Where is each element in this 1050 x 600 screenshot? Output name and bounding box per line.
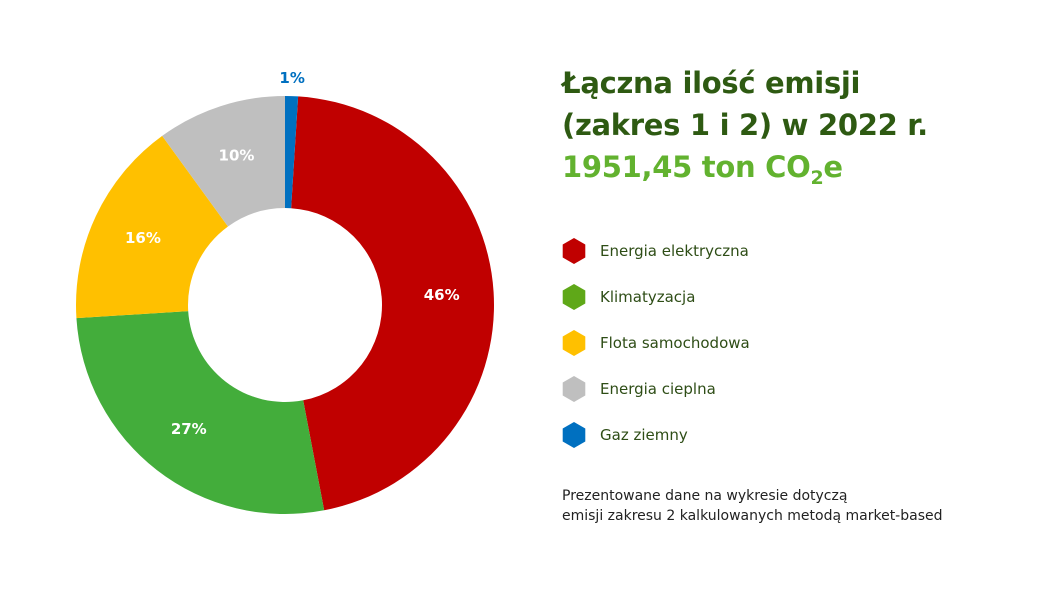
hexagon-icon bbox=[562, 376, 586, 402]
hexagon-icon bbox=[562, 330, 586, 356]
total-suffix: e bbox=[823, 150, 843, 184]
total-value: 1951,45 ton CO bbox=[562, 150, 811, 184]
total-subscript: 2 bbox=[810, 167, 824, 189]
slice-gaz-ziemny bbox=[285, 96, 299, 209]
slice-label-klimatyzacja: 27% bbox=[171, 420, 207, 438]
legend-swatch bbox=[562, 376, 586, 402]
hexagon-icon bbox=[562, 238, 586, 264]
slice-flota-samochodowa bbox=[76, 135, 228, 319]
legend-swatch bbox=[562, 422, 586, 448]
footnote-line-2: emisji zakresu 2 kalkulowanych metodą ma… bbox=[562, 508, 943, 524]
hexagon-icon bbox=[562, 284, 586, 310]
chart-title: Łączna ilość emisji (zakres 1 i 2) w 202… bbox=[562, 62, 928, 188]
legend-item-klimatyzacja: Klimatyzacja bbox=[560, 274, 750, 320]
hexagon-icon bbox=[562, 422, 586, 448]
title-line-1: Łączna ilość emisji bbox=[562, 66, 861, 100]
slice-label-gaz-ziemny: 1% bbox=[279, 69, 304, 87]
legend-label: Energia cieplna bbox=[600, 380, 716, 398]
slice-label-energia-elektryczna: 46% bbox=[424, 286, 460, 304]
slice-energia-cieplna bbox=[162, 96, 285, 227]
title-line-2: (zakres 1 i 2) w 2022 r. bbox=[562, 108, 928, 142]
legend-swatch bbox=[562, 238, 586, 264]
slice-label-flota-samochodowa: 16% bbox=[125, 229, 161, 247]
total-emissions: 1951,45 ton CO2e bbox=[562, 146, 928, 188]
legend-item-energia-cieplna: Energia cieplna bbox=[560, 366, 750, 412]
legend-item-flota-samochodowa: Flota samochodowa bbox=[560, 320, 750, 366]
footnote: Prezentowane dane na wykresie dotyczą em… bbox=[562, 486, 943, 526]
slice-energia-elektryczna bbox=[291, 96, 494, 511]
legend-swatch bbox=[562, 330, 586, 356]
legend-item-gaz-ziemny: Gaz ziemny bbox=[560, 412, 750, 458]
legend-label: Energia elektryczna bbox=[600, 242, 749, 260]
slice-klimatyzacja bbox=[76, 311, 325, 514]
legend-label: Klimatyzacja bbox=[600, 288, 696, 306]
donut-chart: 46% 27% 16% 10% 1% bbox=[76, 69, 494, 514]
slice-label-energia-cieplna: 10% bbox=[219, 147, 255, 165]
legend-swatch bbox=[562, 284, 586, 310]
legend-label: Gaz ziemny bbox=[600, 426, 688, 444]
footnote-line-1: Prezentowane dane na wykresie dotyczą bbox=[562, 488, 848, 504]
legend-label: Flota samochodowa bbox=[600, 334, 750, 352]
legend-item-energia-elektryczna: Energia elektryczna bbox=[560, 228, 750, 274]
legend: Energia elektryczna Klimatyzacja Flota s… bbox=[560, 228, 750, 458]
